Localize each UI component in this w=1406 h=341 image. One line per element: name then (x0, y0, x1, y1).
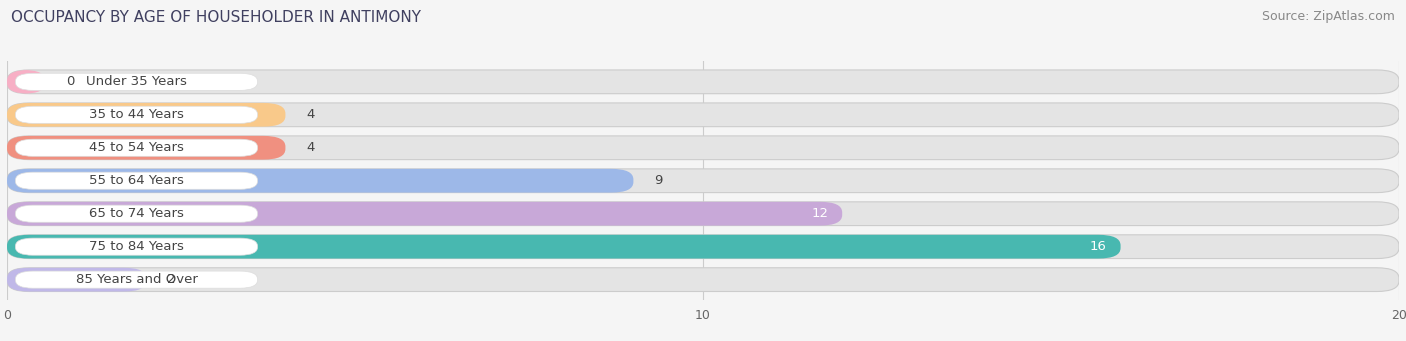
FancyBboxPatch shape (7, 169, 1399, 193)
FancyBboxPatch shape (7, 268, 146, 292)
Text: 4: 4 (307, 108, 315, 121)
Text: 9: 9 (654, 174, 662, 187)
FancyBboxPatch shape (15, 238, 257, 255)
FancyBboxPatch shape (15, 271, 257, 288)
FancyBboxPatch shape (7, 235, 1399, 258)
Text: 12: 12 (811, 207, 828, 220)
Text: 35 to 44 Years: 35 to 44 Years (89, 108, 184, 121)
FancyBboxPatch shape (15, 205, 257, 222)
FancyBboxPatch shape (7, 103, 1399, 127)
Text: 0: 0 (66, 75, 75, 88)
FancyBboxPatch shape (7, 136, 285, 160)
Text: 4: 4 (307, 141, 315, 154)
Text: 2: 2 (167, 273, 176, 286)
Text: 75 to 84 Years: 75 to 84 Years (89, 240, 184, 253)
FancyBboxPatch shape (15, 106, 257, 123)
Text: 85 Years and Over: 85 Years and Over (76, 273, 197, 286)
FancyBboxPatch shape (7, 235, 1121, 258)
FancyBboxPatch shape (7, 103, 285, 127)
FancyBboxPatch shape (15, 139, 257, 156)
FancyBboxPatch shape (15, 172, 257, 189)
Text: OCCUPANCY BY AGE OF HOUSEHOLDER IN ANTIMONY: OCCUPANCY BY AGE OF HOUSEHOLDER IN ANTIM… (11, 10, 422, 25)
FancyBboxPatch shape (7, 70, 45, 94)
Text: 55 to 64 Years: 55 to 64 Years (89, 174, 184, 187)
Text: Source: ZipAtlas.com: Source: ZipAtlas.com (1261, 10, 1395, 23)
Text: 45 to 54 Years: 45 to 54 Years (89, 141, 184, 154)
FancyBboxPatch shape (7, 202, 1399, 225)
FancyBboxPatch shape (7, 136, 1399, 160)
FancyBboxPatch shape (7, 268, 1399, 292)
Text: Under 35 Years: Under 35 Years (86, 75, 187, 88)
FancyBboxPatch shape (15, 73, 257, 90)
FancyBboxPatch shape (7, 70, 1399, 94)
Text: 16: 16 (1090, 240, 1107, 253)
Text: 65 to 74 Years: 65 to 74 Years (89, 207, 184, 220)
FancyBboxPatch shape (7, 169, 633, 193)
FancyBboxPatch shape (7, 202, 842, 225)
